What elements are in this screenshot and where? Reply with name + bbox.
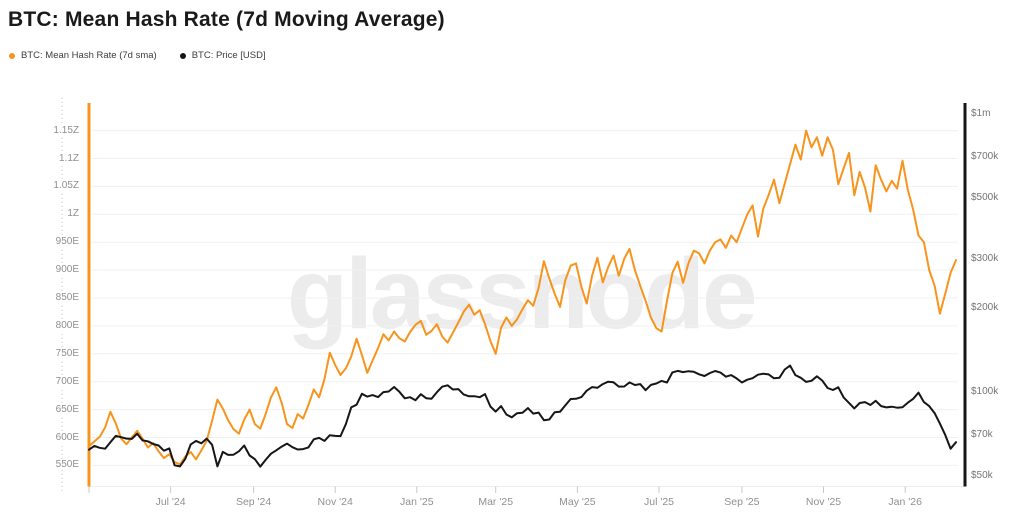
x-tick-label: Jul '25 <box>643 496 675 508</box>
y-left-tick-label: 1.05Z <box>52 180 80 192</box>
legend-label-hashrate: BTC: Mean Hash Rate (7d sma) <box>21 50 157 61</box>
y-left-tick-label: 1.15Z <box>52 124 80 136</box>
y-left-tick-label: 700E <box>54 375 80 387</box>
x-tick-label: Nov '25 <box>805 496 842 508</box>
hashrate-series-dot-icon <box>9 52 15 59</box>
y-left-tick-label: 550E <box>54 459 80 471</box>
y-left-tick-label: 600E <box>54 431 80 443</box>
y-right-tick-label: $100k <box>971 386 999 397</box>
y-left-tick-label: 850E <box>54 292 80 303</box>
x-tick-label: Jan '26 <box>888 496 922 508</box>
x-tick-label: May '25 <box>559 496 596 508</box>
legend-label-price: BTC: Price [USD] <box>191 50 266 61</box>
x-tick-label: Sep '24 <box>235 496 272 508</box>
hashrate-line <box>88 129 957 466</box>
y-right-tick-label: $50k <box>971 469 993 481</box>
glassnode-watermark: glassnode <box>287 238 758 350</box>
y-right-tick-label: $700k <box>971 151 999 163</box>
y-right-tick-label: $70k <box>971 429 993 441</box>
x-tick-label: Jan '25 <box>400 496 434 508</box>
y-left-tick-label: 750E <box>54 347 80 359</box>
y-left-tick-label: 950E <box>54 236 80 248</box>
chart-title: BTC: Mean Hash Rate (7d Moving Average) <box>8 8 445 31</box>
x-tick-label: Jul '24 <box>155 496 186 508</box>
x-tick-label: Nov '24 <box>317 496 353 508</box>
x-tick-label: Mar '25 <box>478 496 514 508</box>
price-line <box>88 364 957 468</box>
price-series-dot-icon <box>179 52 186 59</box>
y-right-tick-label: $500k <box>971 191 999 203</box>
y-left-tick-label: 650E <box>54 403 80 415</box>
legend: BTC: Mean Hash Rate (7d sma) BTC: Price … <box>9 50 266 61</box>
y-right-tick-label: $300k <box>971 253 999 265</box>
x-tick-label: Sep '25 <box>724 496 760 508</box>
y-left-tick-label: 900E <box>54 264 80 276</box>
y-right-tick-label: $1m <box>971 108 991 119</box>
y-right-tick-label: $200k <box>971 302 999 314</box>
y-left-tick-label: 800E <box>54 319 80 331</box>
y-left-tick-label: 1Z <box>66 208 80 220</box>
legend-item-price[interactable]: BTC: Price [USD] <box>179 50 266 61</box>
legend-item-hashrate[interactable]: BTC: Mean Hash Rate (7d sma) <box>9 50 157 61</box>
y-left-tick-label: 1.1Z <box>57 152 80 164</box>
